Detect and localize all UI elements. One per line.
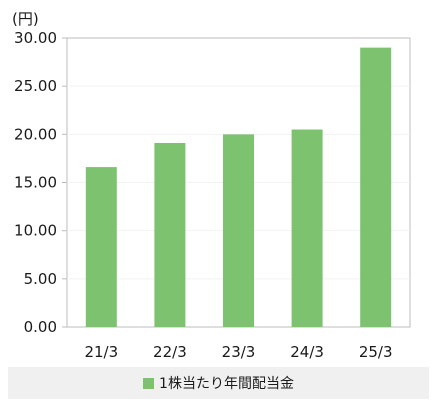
- bar: [85, 167, 117, 327]
- bar: [360, 47, 392, 328]
- x-tick-label: 22/3: [153, 343, 187, 361]
- x-tick-labels: 21/3 22/3 23/3 24/3 25/3: [84, 343, 392, 361]
- x-tick-label: 24/3: [290, 343, 324, 361]
- legend: 1株当たり年間配当金: [8, 367, 429, 399]
- x-tick-label: 21/3: [84, 343, 118, 361]
- y-tick-label: 20.00: [14, 125, 57, 143]
- y-tick-label: 0.00: [24, 318, 57, 336]
- bar: [223, 134, 254, 327]
- legend-swatch: [143, 377, 155, 389]
- y-tick-label: 10.00: [14, 222, 57, 240]
- x-tick-label: 25/3: [359, 343, 393, 361]
- y-tick-labels: 0.00 5.00 10.00 15.00 20.00 25.00 30.00: [14, 29, 57, 336]
- bar: [291, 129, 323, 327]
- y-unit-label: (円): [12, 10, 39, 28]
- bars: [85, 47, 392, 328]
- dividend-bar-chart: 0.00 5.00 10.00 15.00 20.00 25.00 30.00 21/3 22…: [12, 10, 411, 361]
- y-tick-label: 15.00: [14, 174, 57, 192]
- bar: [154, 143, 186, 327]
- x-tick-label: 23/3: [222, 343, 256, 361]
- legend-label: 1株当たり年間配当金: [159, 376, 294, 392]
- y-tick-label: 25.00: [14, 77, 57, 95]
- y-tick-label: 30.00: [14, 29, 57, 47]
- y-tick-label: 5.00: [24, 270, 57, 288]
